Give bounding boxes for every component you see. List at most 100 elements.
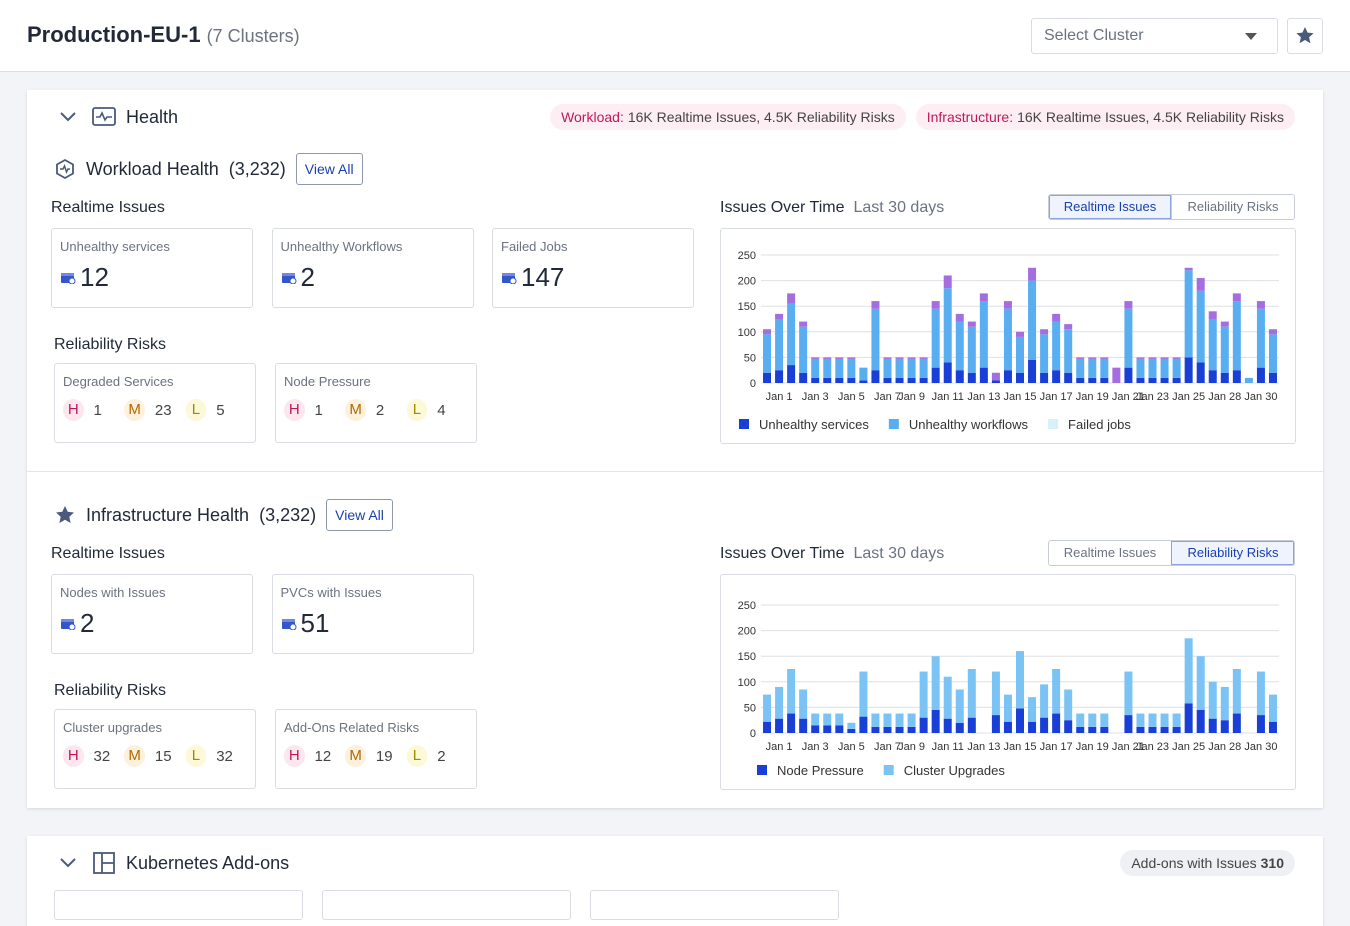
bar-segment [1100,358,1109,378]
risk-level-pill: M [345,399,366,421]
risk-level-pill: M [124,399,145,421]
bar-segment [1003,301,1012,309]
addon-tile [590,890,839,920]
bar-segment [1208,681,1217,719]
x-tick-label: Jan 30 [1244,741,1277,753]
bar-segment [955,321,964,371]
risk-label: Cluster upgrades [63,720,162,735]
badge-text: 16K Realtime Issues, 4.5K Reliability Ri… [627,109,895,125]
risk-card: Add-Ons Related Risks H 12 M 19 L 2 [275,709,477,789]
x-tick-label: Jan 17 [1040,741,1073,753]
bar-segment [919,717,928,733]
page-subtitle: (7 Clusters) [206,26,300,46]
view-all-button[interactable]: View All [295,153,363,185]
bar-segment [1052,313,1061,322]
bar-segment [883,726,892,733]
bar-segment [775,370,784,383]
toggle-button[interactable]: Realtime Issues [1049,195,1171,219]
bar-segment [943,275,952,289]
bar-segment [775,686,784,719]
bar-segment [1232,293,1241,302]
bar-segment [871,713,880,727]
bar-segment [799,321,808,327]
bar-segment [1003,308,1012,371]
risk-row: H 32 M 15 L 32 [63,745,247,767]
legend-swatch [888,419,899,429]
x-tick-label: Jan 19 [1076,741,1109,753]
metric-value-row: 147 [501,262,685,293]
metric-value-row: 51 [281,608,465,639]
risk-label: Node Pressure [284,374,371,389]
bar-segment [1100,726,1109,733]
legend-swatch [739,419,749,429]
x-tick-label: Jan 5 [838,741,865,753]
bar-segment [1184,267,1193,271]
health-chevron[interactable] [60,112,76,122]
bar-segment [1016,336,1024,373]
risk-count: 32 [93,747,111,765]
risk-card: Degraded Services H 1 M 23 L 5 [54,363,256,443]
risk-card: Cluster upgrades H 32 M 15 L 32 [54,709,256,789]
section-title-row: Workload Health (3,232) View All [86,153,363,185]
y-tick-label: 150 [738,301,756,313]
bar-segment [1256,308,1265,368]
toggle-button[interactable]: Reliability Risks [1171,195,1294,219]
toggle-button[interactable]: Reliability Risks [1171,541,1294,565]
x-tick-label: Jan 30 [1244,391,1277,403]
risk-level-pill: H [284,399,305,421]
bar-segment [1160,726,1169,733]
bar-segment [943,362,952,383]
bar-segment [1184,638,1193,704]
risk-level-pill: L [185,399,207,421]
section-title-row: Infrastructure Health (3,232) View All [86,499,393,531]
risk-count: 1 [93,401,102,419]
metric-card: Nodes with Issues 2 [51,574,253,654]
bar-segment [1148,358,1157,378]
bar-segment [1220,321,1229,327]
bar-segment [967,326,976,373]
bar-segment [1076,713,1085,727]
bar-segment [1040,329,1049,335]
bar-segment [847,728,856,733]
section-icon [54,504,76,531]
bar-segment [1148,713,1157,727]
bar-segment [931,656,940,710]
bar-segment [775,313,784,319]
x-tick-label: Jan 11 [932,391,964,403]
health-icon [92,107,116,126]
bar-segment [955,313,964,322]
bar-segment [1196,709,1205,733]
bar-segment [1016,708,1024,733]
bar-segment [1172,357,1181,359]
health-title: Health [126,107,179,127]
bar-segment [763,721,772,733]
bar-segment [991,372,1000,381]
risk-level-pill: H [284,745,305,767]
bar-segment [763,334,772,373]
bar-segment [1003,694,1012,722]
bar-segment [1016,331,1024,337]
bar-segment [787,293,796,304]
section-icon [54,158,76,185]
metric-label: PVCs with Issues [280,585,382,600]
chart-title-row: Issues Over Time Last 30 days [720,545,944,563]
bar-segment [1148,357,1157,359]
metric-icon [60,617,76,631]
bar-segment [1184,270,1193,358]
bar-segment [1016,372,1024,383]
metric-value: 2 [300,262,315,292]
bar-segment [907,377,916,383]
bar-segment [1003,370,1012,383]
favorite-button[interactable] [1287,18,1323,54]
bar-segment [871,370,880,383]
toggle-button[interactable]: Realtime Issues [1063,545,1157,560]
cluster-select[interactable]: Select Cluster [1031,18,1278,54]
metric-value-row: 2 [281,262,465,293]
star-icon [1296,27,1314,44]
metric-card: Failed Jobs 147 [492,228,694,308]
addons-chevron[interactable] [60,858,76,868]
risk-count: 32 [216,747,233,765]
view-all-button[interactable]: View All [326,499,393,531]
bar-segment [835,357,844,359]
bar-segment [931,301,940,309]
